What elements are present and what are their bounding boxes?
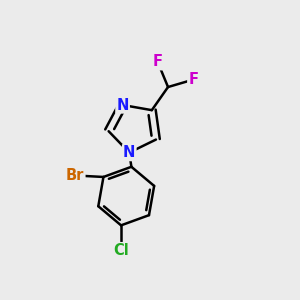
Text: F: F: [188, 72, 198, 87]
Text: Cl: Cl: [113, 243, 129, 258]
Text: F: F: [153, 54, 163, 69]
Text: N: N: [123, 145, 136, 160]
Text: Br: Br: [66, 168, 84, 183]
Text: N: N: [116, 98, 129, 112]
